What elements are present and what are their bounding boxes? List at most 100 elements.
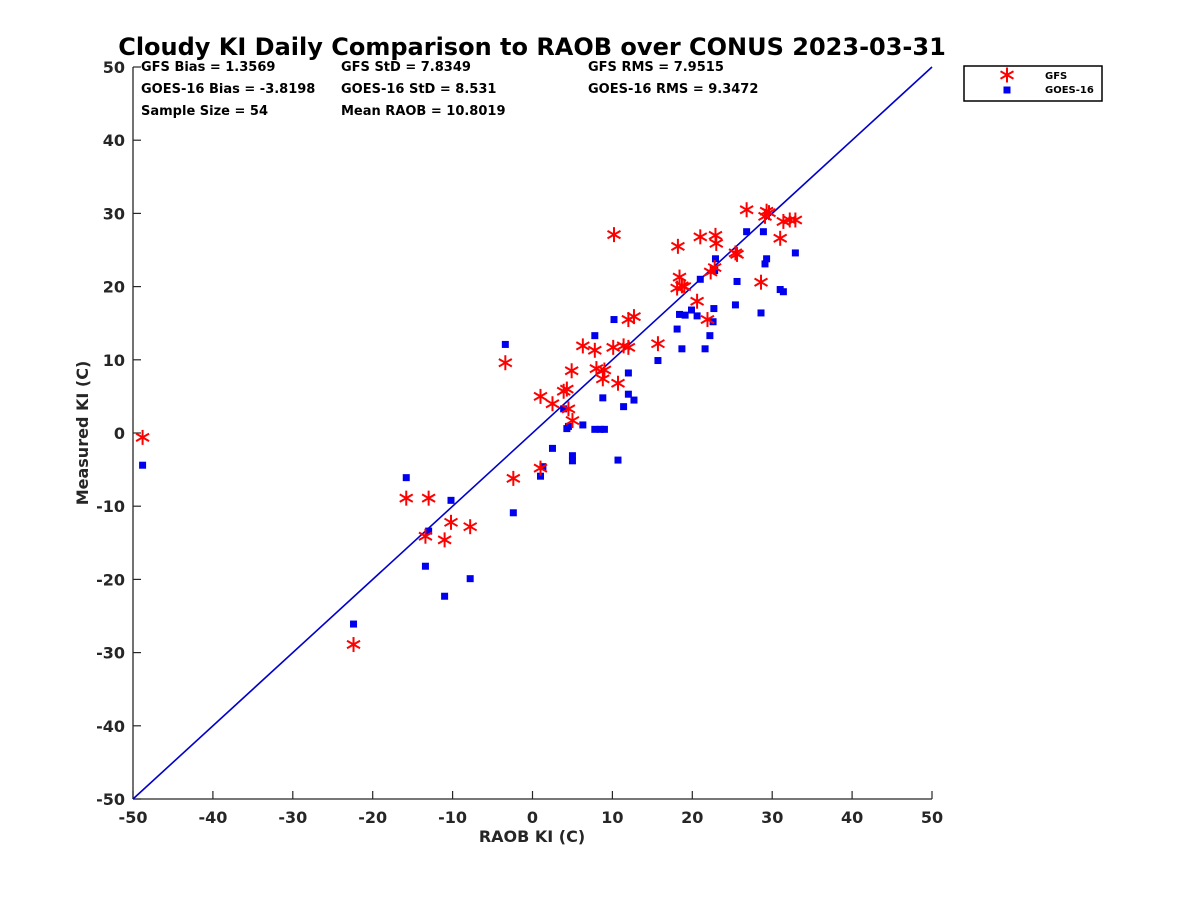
goes16-point	[599, 394, 607, 402]
x-tick-label: -40	[198, 808, 227, 827]
gfs-point	[773, 230, 788, 246]
gfs-point	[437, 532, 452, 548]
goes16-point	[610, 316, 618, 324]
stat-gfs-rms: GFS RMS = 7.9515	[588, 60, 724, 75]
gfs-point	[788, 212, 803, 228]
legend-gfs-marker	[1000, 67, 1014, 83]
chart-title: Cloudy KI Daily Comparison to RAOB over …	[118, 33, 946, 61]
goes16-point	[731, 301, 739, 309]
legend-goes16-marker	[1003, 86, 1011, 94]
legend-goes16-square	[1003, 86, 1011, 94]
goes16-point	[654, 357, 662, 365]
goes16-point	[673, 325, 681, 333]
gfs-point	[346, 637, 361, 653]
goes16-point	[710, 305, 718, 313]
goes16-point	[761, 260, 769, 268]
gfs-point	[709, 235, 724, 251]
gfs-point	[693, 229, 708, 245]
stat-gfs-bias: GFS Bias = 1.3569	[141, 60, 275, 75]
goes16-point	[441, 592, 449, 600]
goes16-point	[591, 425, 599, 433]
goes16-point	[763, 255, 771, 263]
gfs-point	[421, 490, 436, 506]
goes16-point	[681, 311, 689, 319]
goes16-point	[447, 496, 455, 504]
gfs-point	[677, 279, 692, 295]
gfs-point	[399, 490, 414, 506]
legend-gfs-asterisk	[1000, 67, 1014, 83]
gfs-point	[564, 363, 579, 379]
goes16-point	[591, 332, 599, 340]
stat-mean-raob: Mean RAOB = 10.8019	[341, 104, 506, 119]
legend-box	[963, 65, 1103, 102]
stat-goes-std: GOES-16 StD = 8.531	[341, 82, 496, 97]
x-tick-label: 30	[761, 808, 783, 827]
goes16-point	[791, 249, 799, 257]
gfs-point	[559, 381, 574, 397]
one-to-one-line	[132, 66, 933, 800]
gfs-point	[463, 519, 478, 535]
goes16-point	[676, 310, 684, 318]
gfs-point	[690, 293, 705, 309]
goes16-point	[614, 456, 622, 464]
goes16-point	[568, 457, 576, 465]
goes16-point	[779, 288, 787, 296]
y-tick-label: -40	[96, 717, 125, 736]
gfs-point	[561, 401, 576, 417]
gfs-point	[730, 246, 745, 262]
x-tick-label: 0	[527, 808, 538, 827]
gfs-point	[597, 362, 612, 378]
goes16-point	[402, 474, 410, 482]
gfs-point	[575, 338, 590, 354]
goes16-point	[743, 228, 751, 236]
legend: GFS GOES-16	[963, 65, 1103, 102]
gfs-point	[610, 375, 625, 391]
y-tick-label: 0	[114, 424, 125, 443]
gfs-point	[626, 309, 641, 325]
goes16-point	[421, 562, 429, 570]
gfs-point	[707, 260, 722, 276]
gfs-point	[621, 339, 636, 355]
y-tick-label: -30	[96, 644, 125, 663]
gfs-point	[595, 371, 610, 387]
gfs-point	[739, 202, 754, 218]
gfs-point	[418, 528, 433, 544]
y-tick-label: -20	[96, 570, 125, 589]
goes16-point	[688, 306, 696, 314]
goes16-point	[350, 620, 358, 628]
points-layer	[135, 202, 803, 653]
goes16-point	[759, 228, 767, 236]
gfs-point	[782, 212, 797, 228]
goes16-point	[139, 461, 147, 469]
goes16-point	[701, 345, 709, 353]
legend-gfs-label: GFS	[1045, 71, 1067, 82]
goes16-point	[501, 340, 509, 348]
gfs-point	[135, 429, 150, 445]
y-axis-label: Measured KI (C)	[73, 361, 92, 506]
gfs-point	[606, 339, 621, 355]
gfs-point	[444, 514, 458, 530]
gfs-point	[754, 274, 769, 290]
gfs-series	[135, 202, 803, 653]
x-tick-label: 40	[841, 808, 863, 827]
goes16-point	[711, 255, 719, 263]
x-axis-label: RAOB KI (C)	[479, 827, 585, 846]
goes16-point	[425, 527, 433, 535]
x-tick-label: -50	[119, 808, 148, 827]
goes16-point	[579, 421, 587, 429]
goes16-point	[596, 425, 604, 433]
gfs-point	[545, 396, 560, 412]
goes16-point	[693, 312, 701, 320]
y-tick-label: 10	[103, 351, 125, 370]
x-tick-label: -20	[358, 808, 387, 827]
gfs-point	[506, 470, 521, 486]
x-tick-label: -10	[438, 808, 467, 827]
goes16-point	[624, 390, 632, 398]
x-tick-label: -30	[278, 808, 307, 827]
x-tick-label: 50	[921, 808, 943, 827]
gfs-point	[700, 312, 715, 328]
goes16-point	[560, 405, 568, 413]
gfs-point	[498, 355, 513, 371]
